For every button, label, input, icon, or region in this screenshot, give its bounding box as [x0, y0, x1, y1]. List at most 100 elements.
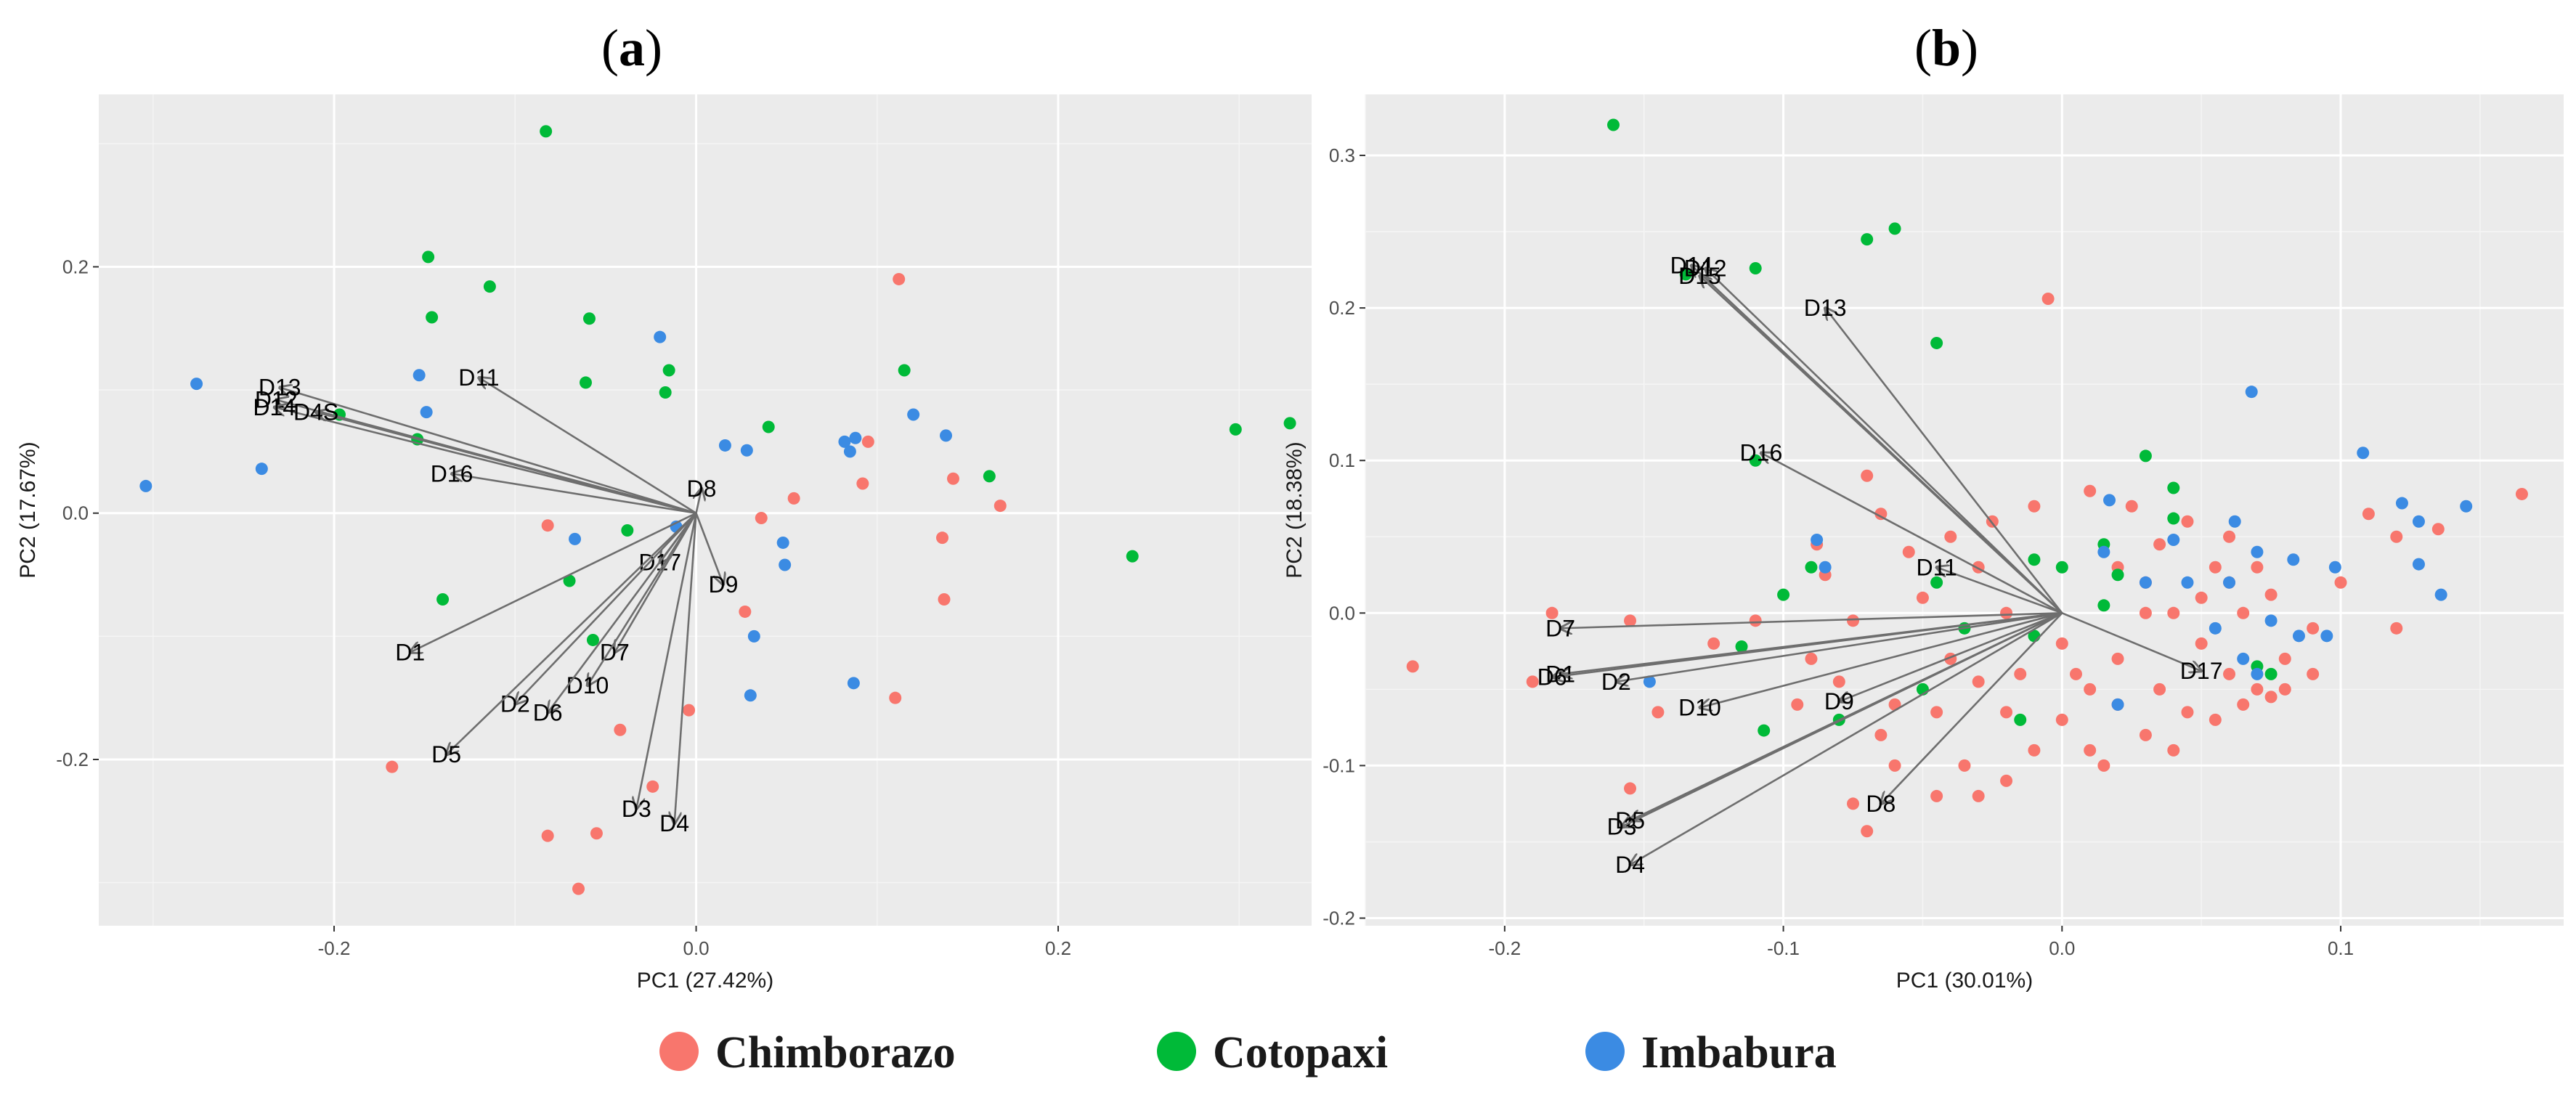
loading-vector: [1630, 612, 2063, 865]
data-point: [2223, 530, 2236, 543]
data-point: [1229, 423, 1242, 436]
vector-label: D16: [431, 460, 474, 486]
data-point: [2097, 599, 2110, 612]
data-point: [590, 827, 603, 840]
loading-vector: [479, 378, 697, 514]
data-point: [2390, 622, 2403, 635]
data-point: [739, 605, 752, 618]
data-point: [572, 882, 585, 895]
data-point: [744, 689, 757, 702]
y-tick-label: 0.0: [1329, 602, 1355, 624]
data-point: [2084, 683, 2097, 696]
data-point: [1930, 789, 1943, 802]
data-point: [1526, 675, 1539, 688]
data-point: [2251, 667, 2264, 680]
legend-swatch: [1157, 1032, 1196, 1071]
data-point: [1707, 637, 1720, 650]
vector-label: D3: [622, 796, 651, 822]
data-point: [1972, 789, 1985, 802]
loading-vector: [1622, 612, 2063, 826]
data-point: [614, 723, 627, 736]
vector-label: D9: [708, 571, 738, 598]
vector-label: D10: [566, 672, 609, 698]
loading-vector: [275, 407, 696, 515]
data-point: [646, 780, 659, 793]
y-tick-label: -0.1: [1322, 754, 1355, 776]
data-point: [1819, 561, 1832, 574]
data-point: [2362, 508, 2375, 521]
data-point: [139, 479, 153, 492]
data-point: [2320, 630, 2333, 643]
x-tick-label: -0.2: [1488, 937, 1521, 959]
data-point: [2139, 728, 2152, 741]
loading-vector: [1839, 612, 2063, 701]
data-point: [2195, 591, 2208, 604]
data-point: [2000, 606, 2013, 619]
legend-label: Imbabura: [1641, 1028, 1837, 1077]
loading-vector: [1881, 612, 2063, 804]
data-point: [2069, 667, 2082, 680]
data-point: [2209, 622, 2222, 635]
data-point: [718, 439, 731, 452]
loading-vector: [675, 513, 697, 823]
data-point: [2103, 494, 2116, 507]
data-point: [1749, 614, 1762, 627]
x-tick-label: -0.2: [318, 937, 351, 959]
data-point: [787, 492, 800, 505]
data-point: [483, 280, 496, 293]
vector-label: D9: [1824, 688, 1854, 714]
loading-vector: [1937, 567, 2063, 614]
data-point: [2307, 667, 2320, 680]
data-point: [2055, 713, 2068, 726]
plot-background: [99, 94, 1312, 926]
data-point: [662, 364, 675, 377]
data-point: [1545, 606, 1559, 619]
biplot-panel-a: (a) -0.2 0.0 0.2 -0.2 0.0 0.2 PC1 (27.42%) PC2 (…: [16, 19, 1312, 993]
data-point: [2097, 759, 2110, 772]
data-point: [2055, 637, 2068, 650]
legend-label: Cotopaxi: [1213, 1028, 1388, 1077]
data-point: [2111, 698, 2124, 711]
vector-label: D16: [1740, 440, 1783, 466]
data-point: [838, 435, 851, 448]
data-point: [2055, 561, 2068, 574]
data-point: [1126, 550, 1139, 563]
loading-vector: [410, 512, 697, 653]
biplot-panel-b: (b) -0.2 -0.1 0.0 0.1 -0.2 -0.1 0.0 0.1 0.2 0.3 PC1…: [1283, 19, 2564, 993]
data-point: [2278, 652, 2291, 665]
data-point: [2264, 614, 2278, 627]
y-tick-label: 0.1: [1329, 449, 1355, 471]
data-point: [755, 512, 768, 525]
data-point: [654, 330, 667, 343]
data-point: [1758, 724, 1771, 737]
data-point: [2515, 487, 2528, 500]
data-point: [2181, 706, 2194, 719]
vector-label: D4: [1615, 852, 1645, 878]
data-point: [2278, 683, 2291, 696]
data-point: [420, 406, 433, 419]
y-tick-label: 0.2: [1329, 297, 1355, 319]
data-point: [2181, 576, 2194, 589]
data-point: [2167, 481, 2180, 494]
data-point: [2307, 622, 2320, 635]
legend-swatch: [1585, 1032, 1625, 1071]
data-point: [2223, 667, 2236, 680]
data-point: [2245, 386, 2258, 399]
vector-label: D8: [1866, 791, 1896, 817]
loading-vector: [636, 513, 697, 809]
data-point: [1930, 576, 1943, 589]
data-point: [255, 463, 268, 476]
data-point: [2000, 706, 2013, 719]
data-point: [1861, 233, 1874, 246]
data-point: [413, 369, 426, 382]
data-point: [386, 760, 399, 773]
x-axis-title: PC1 (30.01%): [1896, 969, 2033, 993]
data-point: [2334, 576, 2347, 589]
data-point: [1916, 591, 1929, 604]
vector-label: D3: [1607, 813, 1637, 839]
data-point: [2000, 774, 2013, 787]
data-point: [2167, 512, 2180, 525]
data-point: [582, 312, 596, 325]
x-axis-title: PC1 (27.42%): [637, 969, 773, 993]
data-point: [2111, 652, 2124, 665]
